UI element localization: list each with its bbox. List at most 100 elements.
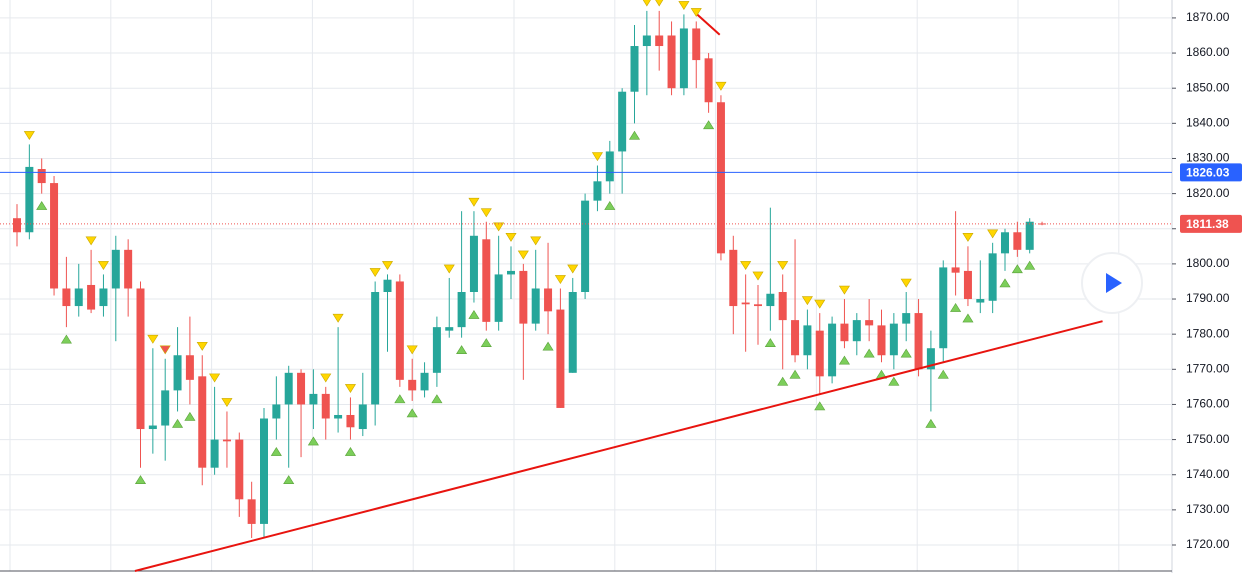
candle-body [25, 166, 34, 233]
y-tick-label: 1720.00 [1186, 537, 1230, 551]
sell-signal [690, 8, 702, 18]
candle-body [963, 270, 972, 300]
candle-body [198, 376, 207, 468]
sell-signal [567, 264, 579, 274]
buy-signal [814, 401, 826, 411]
buy-signal [468, 309, 480, 319]
candle-body [210, 439, 219, 468]
sell-signal [369, 268, 381, 278]
sell-signal [196, 341, 208, 351]
candle-body [507, 270, 515, 275]
candle-body [494, 274, 503, 322]
candle-body [222, 439, 231, 442]
buy-signal [184, 411, 196, 421]
candle-body [457, 292, 466, 328]
candle-body [1025, 221, 1034, 250]
candle-body [754, 304, 762, 307]
buy-signal [394, 394, 406, 404]
candle-body [519, 270, 528, 324]
candle-body [111, 249, 120, 289]
candle-body [593, 181, 602, 201]
candle-body [74, 288, 83, 307]
sell-signal [752, 271, 764, 281]
candle-body [531, 288, 540, 324]
candle-body [284, 372, 293, 405]
sell-signal [147, 334, 159, 344]
candle-body [704, 58, 713, 103]
price-label-bg [1180, 214, 1242, 233]
candle-body [840, 323, 849, 342]
vertical-grid [9, 0, 1120, 571]
candle-body [1013, 232, 1022, 250]
sell-signal [209, 373, 221, 383]
candle-body [914, 313, 923, 370]
buy-signal [999, 278, 1011, 288]
buy-signal [307, 436, 319, 446]
candle-body [173, 355, 182, 391]
y-tick-label: 1730.00 [1186, 502, 1230, 516]
candle-body [939, 267, 948, 349]
buy-signal [937, 369, 949, 379]
candle-body [741, 302, 750, 305]
buy-signal [703, 120, 715, 130]
candle-body [679, 28, 688, 89]
sell-signal [381, 261, 394, 270]
sell-signal [678, 1, 690, 10]
sell-signal [530, 236, 542, 246]
candle-body [37, 169, 46, 184]
play-icon[interactable] [1106, 273, 1122, 293]
candle-body [148, 425, 157, 430]
candle-body [346, 414, 355, 428]
sell-signal [777, 261, 789, 270]
sell-signal [715, 81, 727, 91]
sell-signal [221, 398, 233, 408]
candle-body [988, 253, 997, 301]
candle-body [358, 404, 367, 430]
buy-signal [172, 418, 184, 428]
candle-body [630, 46, 639, 92]
candle-body [482, 239, 491, 322]
buy-signal [431, 394, 443, 404]
sell-signal [801, 296, 813, 306]
sell-signal [740, 261, 752, 270]
candle-body [581, 200, 590, 293]
candle-body [371, 292, 380, 405]
buy-signal [950, 302, 962, 312]
y-tick-label: 1840.00 [1186, 116, 1230, 130]
y-tick-label: 1760.00 [1186, 397, 1230, 411]
candle-body [556, 309, 565, 408]
candle-body [889, 323, 898, 356]
buy-signal [542, 341, 554, 351]
y-tick-label: 1800.00 [1186, 256, 1230, 270]
y-tick-label: 1850.00 [1186, 80, 1230, 94]
candle-body [161, 390, 170, 426]
sell-signal [505, 233, 517, 242]
candle-body [334, 414, 343, 419]
sell-signal [962, 233, 974, 242]
sell-signal [159, 345, 171, 355]
sell-signal [838, 285, 850, 295]
buy-signal [604, 201, 616, 210]
candle-body [667, 35, 676, 89]
candle-body [395, 281, 404, 380]
price-label: 1826.03 [1186, 166, 1230, 180]
candle-body [469, 235, 478, 293]
candle-body [852, 320, 861, 342]
candle-body [828, 323, 837, 377]
candle-body [766, 293, 775, 307]
candle-body [716, 102, 725, 254]
play-button[interactable] [1081, 252, 1143, 314]
sell-signal [900, 278, 912, 288]
candle-body [50, 183, 59, 289]
sell-signal [591, 152, 603, 162]
buy-signal [925, 418, 937, 428]
buy-signal [60, 334, 72, 344]
candle-body [642, 35, 651, 47]
y-tick-label: 1790.00 [1186, 291, 1230, 305]
sell-signal [480, 208, 492, 218]
sell-signal [406, 345, 418, 355]
sell-signal [554, 275, 566, 285]
candle-body [13, 218, 21, 233]
sell-signal [23, 131, 35, 140]
